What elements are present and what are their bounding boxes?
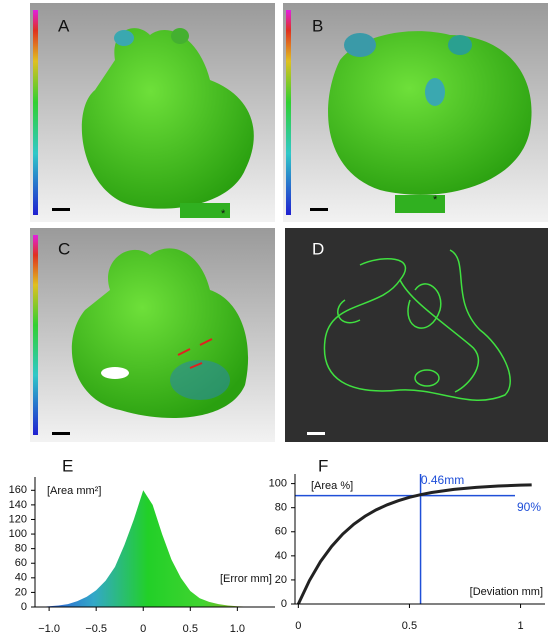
y-tick-label: 160 — [9, 484, 27, 496]
marker: * — [433, 194, 438, 206]
panel-label: C — [58, 239, 70, 258]
marker: * — [221, 208, 226, 220]
x-tick-label: 1 — [517, 620, 523, 632]
y-tick-label: 20 — [15, 586, 27, 598]
line — [296, 483, 532, 605]
y-tick-label: 40 — [275, 550, 287, 562]
annotation: 90% — [517, 500, 541, 514]
panel-a: A * — [30, 3, 275, 222]
annotation: 0.46mm — [421, 473, 464, 487]
y-tick-label: 140 — [9, 499, 27, 511]
panel-label: D — [312, 239, 324, 258]
panel-label: A — [58, 16, 70, 35]
panel-c: C — [30, 228, 275, 442]
x-tick-label: 1.0 — [230, 623, 245, 635]
y-tick-label: 100 — [269, 478, 287, 490]
y-tick-label: 0 — [21, 601, 27, 613]
y-tick-label: 80 — [15, 543, 27, 555]
area — [39, 490, 257, 607]
y-tick-label: 60 — [275, 526, 287, 538]
y-tick-label: 120 — [9, 513, 27, 525]
x-tick-label: −0.5 — [85, 623, 107, 635]
panel-label: E — [62, 456, 73, 475]
x-tick-label: 0 — [295, 620, 301, 632]
y-tick-label: 0 — [281, 598, 287, 610]
x-axis-label: [Error mm] — [220, 573, 272, 585]
panel-label: F — [318, 456, 328, 475]
panel-d: D — [285, 228, 548, 442]
x-tick-label: −1.0 — [38, 623, 60, 635]
y-tick-label: 20 — [275, 574, 287, 586]
y-tick-label: 60 — [15, 557, 27, 569]
y-tick-label: 100 — [9, 528, 27, 540]
panel-label: B — [312, 16, 323, 35]
y-axis-label: [Area mm²] — [47, 485, 101, 497]
y-tick-label: 40 — [15, 572, 27, 584]
x-tick-label: 0.5 — [402, 620, 417, 632]
y-axis-label: [Area %] — [311, 480, 353, 492]
x-tick-label: 0 — [140, 623, 146, 635]
y-tick-label: 80 — [275, 502, 287, 514]
x-axis-label: [Deviation mm] — [470, 586, 543, 598]
x-tick-label: 0.5 — [183, 623, 198, 635]
panel-b: B * — [283, 3, 548, 222]
